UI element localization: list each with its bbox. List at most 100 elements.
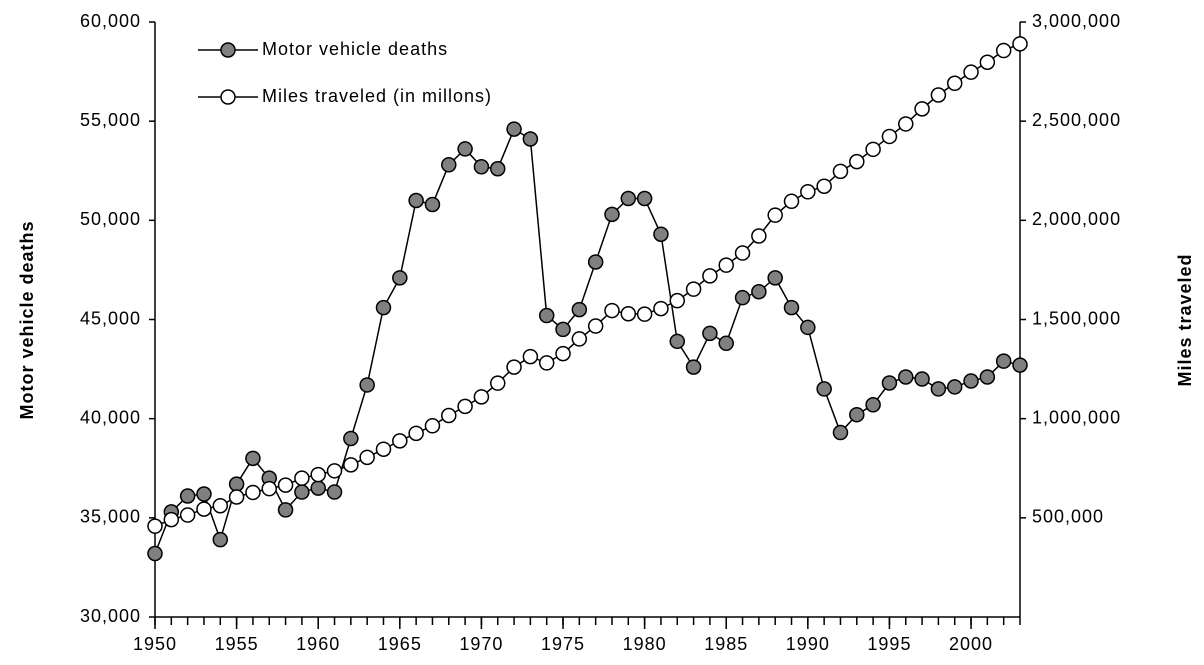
data-point [392,433,408,449]
data-point [865,397,881,413]
data-point [604,206,620,223]
data-point [310,466,326,483]
data-point [245,484,261,501]
y2-tick-label: 1,500,000 [1032,308,1121,328]
x-tick-label: 1975 [541,634,585,654]
data-point [881,375,898,391]
data-point [555,321,571,338]
data-point [375,441,392,457]
data-point [441,157,457,173]
y-tick-label: 30,000 [80,606,141,626]
data-point [636,190,653,207]
data-point [702,325,718,342]
x-tick-label: 1970 [459,634,503,654]
data-point [685,281,702,297]
data-point [506,121,522,137]
x-tick-label: 1965 [378,634,422,654]
data-point [849,406,865,423]
data-point [196,501,212,517]
data-point [751,283,767,300]
data-point [832,424,849,441]
x-tick-label: 1980 [623,634,667,654]
data-point [473,389,490,405]
data-point [898,116,914,132]
data-point [995,42,1012,59]
data-point [979,369,996,385]
data-point [571,331,588,347]
data-point [734,289,751,306]
data-point [375,299,392,316]
y2-axis-title: Miles traveled [1175,253,1195,386]
data-point [620,305,637,322]
data-point [489,375,506,391]
data-point [555,345,571,362]
data-point [881,128,898,145]
data-point [1012,357,1028,373]
x-tick-label: 1960 [296,634,340,654]
data-point [522,131,539,147]
data-point [751,228,767,244]
y-tick-label: 55,000 [80,110,141,130]
data-point [865,141,881,158]
data-point [800,319,816,336]
data-point [587,254,604,270]
data-point [359,377,375,393]
data-point [620,190,637,207]
data-point [604,302,620,319]
data-point [212,531,229,548]
data-point [228,489,245,505]
data-point [343,430,359,447]
data-point [196,486,212,502]
data-point [473,159,490,175]
data-point [636,306,653,322]
data-point [898,369,914,385]
data-point [212,497,229,514]
data-point [408,425,424,442]
data-point [849,153,865,170]
data-point [343,457,359,473]
legend-marker [220,89,236,105]
data-point [669,292,686,309]
data-point [392,270,408,286]
data-point [963,64,979,80]
data-point [783,193,800,210]
data-point [685,359,702,375]
x-tick-label: 1955 [215,634,259,654]
data-point [179,507,196,523]
data-point [457,398,473,415]
data-point [538,307,555,324]
legend-label: Miles traveled (in millons) [262,86,492,106]
data-point [277,477,294,493]
data-point [930,381,947,397]
legend-marker [220,42,236,58]
data-point [326,463,343,479]
data-point [718,335,734,352]
y-tick-label: 35,000 [80,507,141,527]
data-point [294,484,310,500]
y2-tick-label: 3,000,000 [1032,11,1121,31]
data-point [506,359,522,375]
data-point [147,545,163,562]
data-point [767,270,783,286]
data-point [163,511,180,528]
data-point [930,87,947,103]
data-point [783,299,800,316]
data-point [147,518,163,534]
x-tick-label: 2000 [949,634,993,654]
data-point [522,348,539,365]
y2-tick-label: 2,500,000 [1032,110,1121,130]
data-point [946,379,963,395]
data-point [734,245,751,261]
data-point [767,207,783,223]
data-point [963,373,979,389]
y-tick-label: 50,000 [80,209,141,229]
x-tick-label: 1985 [704,634,748,654]
y2-tick-label: 1,000,000 [1032,407,1121,427]
y2-tick-label: 2,000,000 [1032,209,1121,229]
data-point [1012,36,1028,52]
data-point [310,480,326,496]
y-axis-title: Motor vehicle deaths [17,220,37,419]
data-point [669,333,686,350]
y-tick-label: 60,000 [80,11,141,31]
